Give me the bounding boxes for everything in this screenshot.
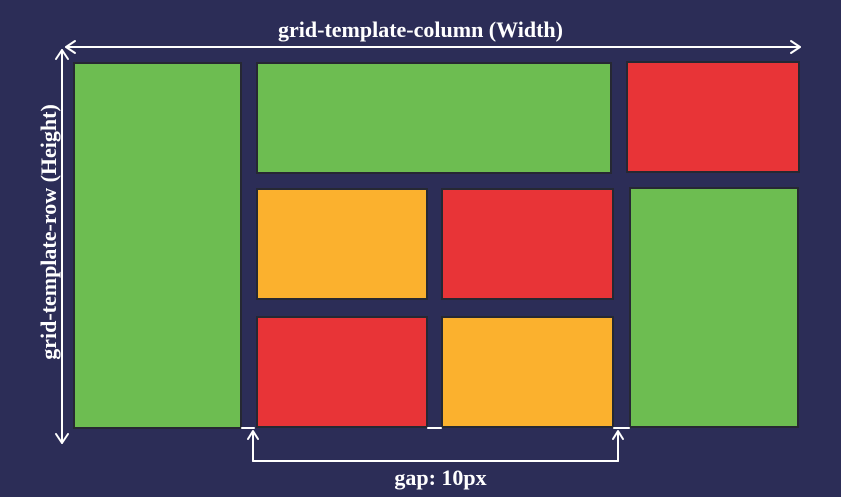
width-label: grid-template-column (Width): [278, 17, 563, 42]
grid-cell-tall-left: [73, 62, 242, 429]
gap-arrow: [247, 430, 624, 462]
gap-label: gap: 10px: [394, 465, 487, 490]
grid-cell-middle-left: [256, 188, 428, 300]
grid-cell-top-right: [626, 61, 800, 173]
grid-cell-bottom-center: [441, 316, 614, 428]
grid-cell-bottom-left: [256, 316, 428, 428]
height-arrow: [55, 49, 69, 444]
grid-cell-top-wide: [256, 62, 612, 174]
grid-cell-middle-center: [441, 188, 614, 300]
grid-cell-tall-right: [629, 187, 799, 428]
width-arrow: [65, 40, 801, 54]
